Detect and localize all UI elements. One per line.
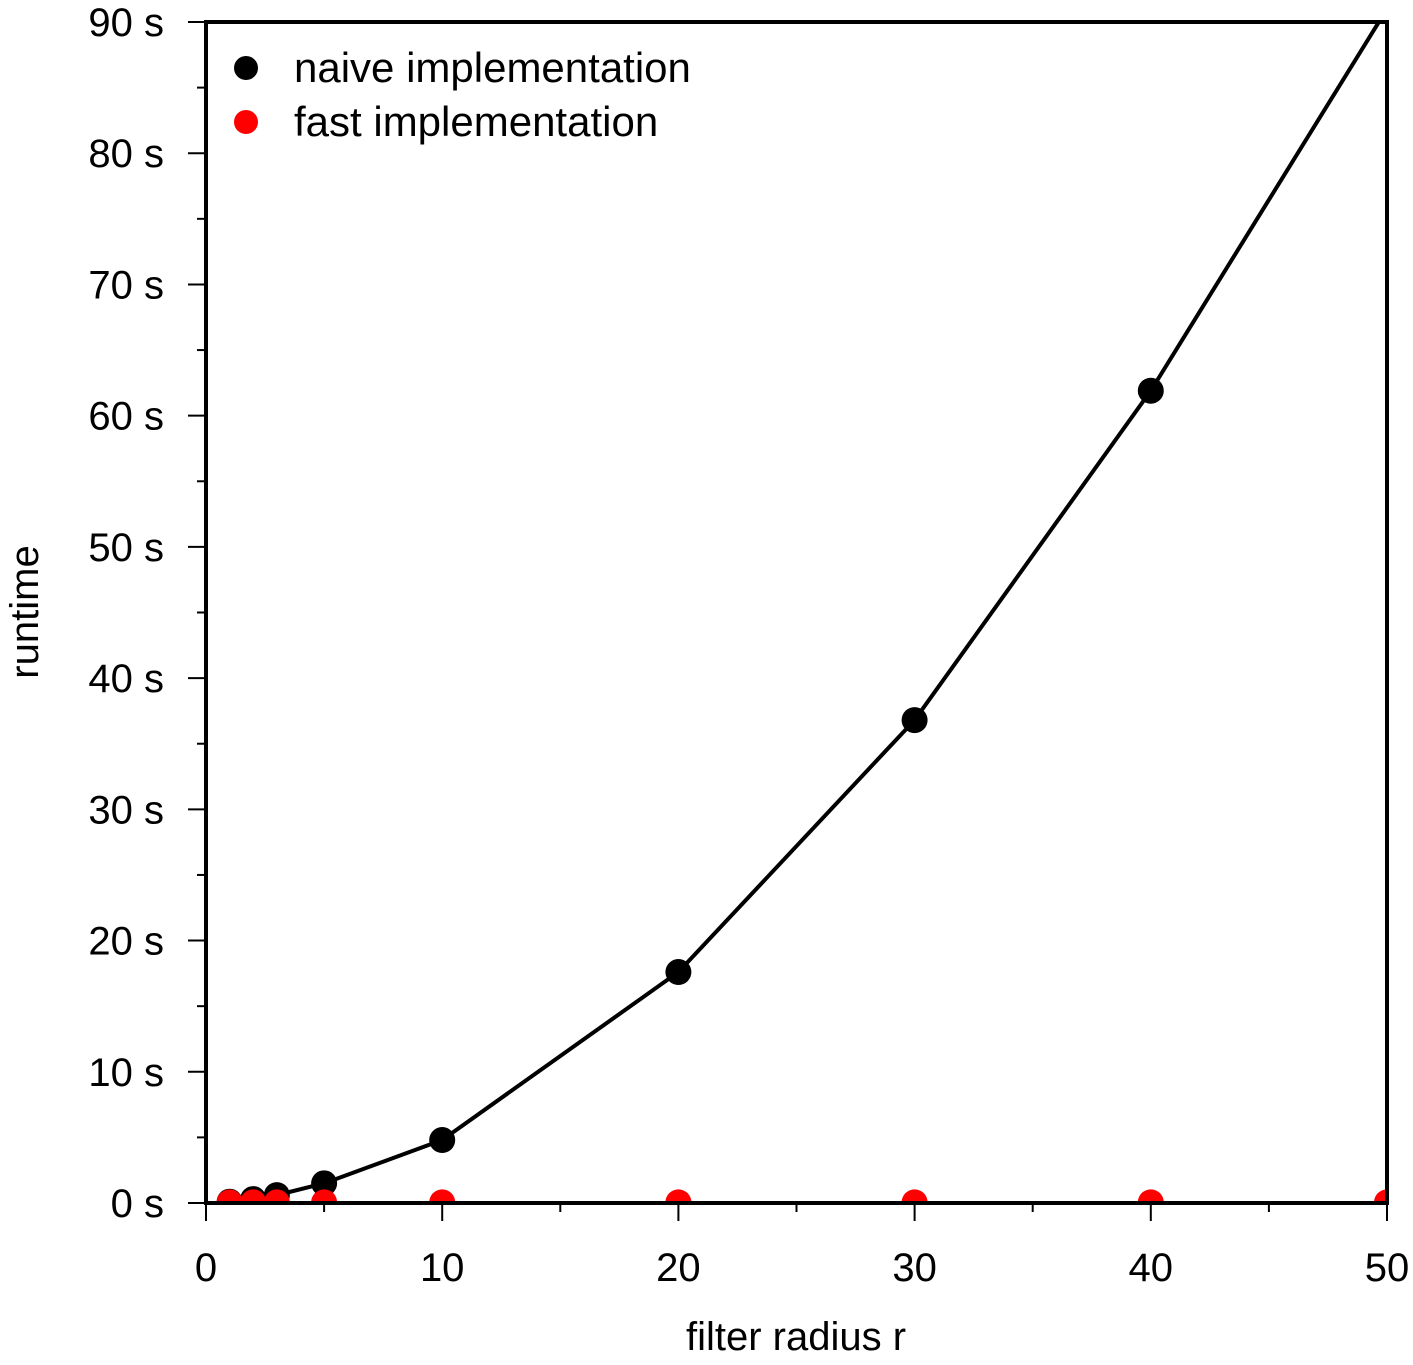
- y-axis-ticks: 0 s 10 s 20 s 30 s 40 s 50 s 60 s 70 s 80 s 90 s: [88, 1, 206, 1226]
- x-axis-label: filter radius r: [686, 1315, 906, 1359]
- legend: naive implementation fast implementation: [234, 44, 691, 145]
- series-layer: [216, 0, 1400, 1203]
- data-point: [901, 707, 928, 734]
- y-tick-label: 0 s: [111, 1182, 164, 1226]
- data-point: [429, 1189, 456, 1203]
- data-point: [1137, 1189, 1164, 1203]
- series-line: [229, 22, 1382, 1203]
- x-axis-ticks: 0 10 20 30 40 50: [195, 1203, 1410, 1290]
- series-1: [216, 1189, 1387, 1203]
- y-tick-label: 10 s: [88, 1051, 164, 1095]
- y-tick-label: 30 s: [88, 788, 164, 832]
- y-tick-label: 90 s: [88, 1, 164, 45]
- legend-label: fast implementation: [294, 98, 658, 145]
- data-point: [263, 1189, 290, 1203]
- data-point: [665, 959, 692, 986]
- data-point: [1137, 377, 1164, 404]
- x-tick-label: 30: [892, 1246, 937, 1290]
- plot-frame: [204, 20, 1389, 1205]
- x-tick-label: 50: [1365, 1246, 1410, 1290]
- data-point: [665, 1189, 692, 1203]
- legend-marker: [234, 110, 258, 134]
- y-tick-label: 60 s: [88, 395, 164, 439]
- data-point: [429, 1127, 456, 1154]
- y-tick-label: 50 s: [88, 526, 164, 570]
- x-tick-label: 0: [195, 1246, 217, 1290]
- data-point: [311, 1170, 338, 1197]
- data-point: [216, 1189, 243, 1203]
- x-tick-label: 40: [1129, 1246, 1174, 1290]
- y-tick-label: 70 s: [88, 263, 164, 307]
- x-tick-label: 10: [420, 1246, 465, 1290]
- x-tick-label: 20: [656, 1246, 701, 1290]
- data-point: [901, 1189, 928, 1203]
- data-point: [311, 1189, 338, 1203]
- series-0: [216, 0, 1400, 1203]
- y-tick-label: 80 s: [88, 132, 164, 176]
- y-tick-label: 40 s: [88, 657, 164, 701]
- data-point: [240, 1189, 267, 1203]
- y-tick-label: 20 s: [88, 920, 164, 964]
- legend-marker: [234, 56, 258, 80]
- legend-label: naive implementation: [294, 44, 691, 91]
- y-axis-label: runtime: [3, 545, 47, 678]
- data-point: [1374, 1189, 1387, 1203]
- data-point: [1374, 0, 1400, 22]
